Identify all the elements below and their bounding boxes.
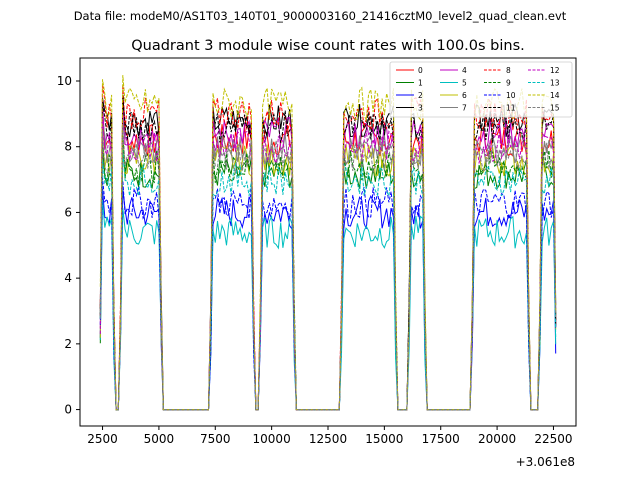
y-tick-label: 10 (57, 74, 72, 88)
chart-title: Quadrant 3 module wise count rates with … (131, 38, 525, 54)
plot-lines (99, 75, 557, 411)
x-axis: 2500 5000 7500 10000 12500 15000 17500 20000 225… (87, 426, 573, 446)
figure-suptitle: Data file: modeM0/AS1T03_140T01_90000031… (74, 9, 567, 23)
legend-label-1: 1 (418, 79, 423, 88)
y-tick-label: 8 (64, 140, 72, 154)
legend-label-5: 5 (462, 79, 467, 88)
x-tick-label: 5000 (144, 432, 175, 446)
legend-label-2: 2 (418, 91, 423, 100)
series-line-15 (99, 125, 557, 411)
legend-label-10: 10 (506, 91, 516, 100)
legend-label-7: 7 (462, 104, 467, 113)
legend-label-9: 9 (506, 79, 511, 88)
x-tick-label: 20000 (478, 432, 516, 446)
x-tick-label: 2500 (87, 432, 118, 446)
legend-box (389, 61, 573, 118)
x-offset-label: +3.061e8 (516, 455, 575, 469)
y-tick-label: 4 (64, 271, 72, 285)
legend-label-12: 12 (550, 66, 560, 75)
legend-label-4: 4 (462, 66, 467, 75)
x-tick-label: 7500 (200, 432, 231, 446)
x-tick-label: 15000 (365, 432, 403, 446)
y-tick-label: 0 (64, 403, 72, 417)
legend-label-8: 8 (506, 66, 511, 75)
y-tick-label: 2 (64, 337, 72, 351)
legend-label-14: 14 (550, 91, 560, 100)
legend-label-6: 6 (462, 91, 467, 100)
legend-label-3: 3 (418, 104, 423, 113)
legend-label-0: 0 (418, 66, 423, 75)
x-tick-label: 12500 (309, 432, 347, 446)
y-tick-label: 6 (64, 205, 72, 219)
y-axis: 0 2 4 6 8 10 (57, 74, 80, 417)
legend-label-13: 13 (550, 79, 560, 88)
x-tick-label: 17500 (422, 432, 460, 446)
x-tick-label: 10000 (253, 432, 291, 446)
x-tick-label: 22500 (534, 432, 572, 446)
legend-label-11: 11 (506, 104, 516, 113)
legend-label-15: 15 (550, 104, 560, 113)
